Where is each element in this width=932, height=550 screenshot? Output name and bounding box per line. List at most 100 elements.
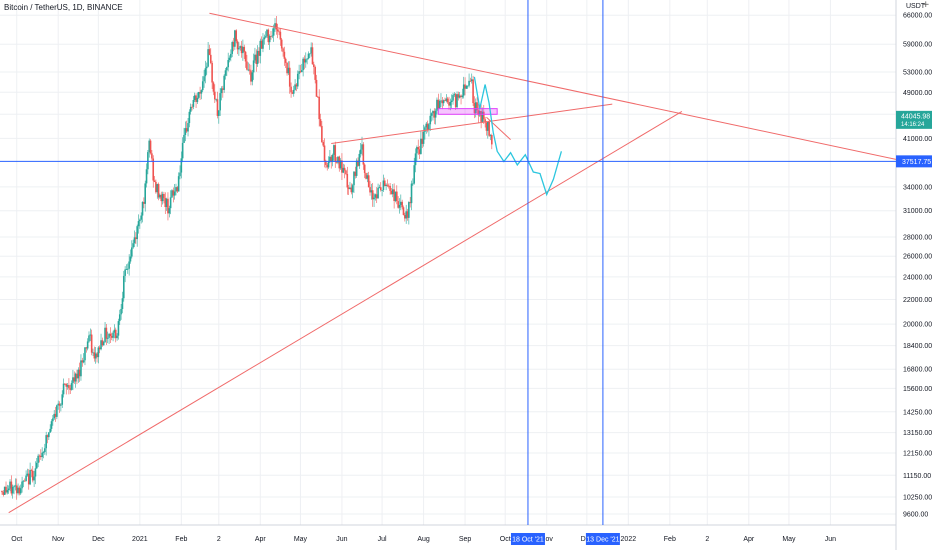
candle-body [322,142,324,146]
candle-body [211,62,213,83]
candle-body [448,102,450,106]
candle-body [258,50,260,56]
candle-body [208,49,211,55]
candle-body [361,144,363,150]
candle-body [168,208,171,214]
candle-body [232,42,235,47]
candle-body [314,67,316,80]
candle-body [53,413,55,419]
candle-body [378,187,381,189]
candle-body [389,185,391,191]
candle-body [327,161,330,168]
candle-body [474,102,477,114]
candle-body [341,160,343,173]
candle-body [1,490,3,493]
candle-body [469,80,472,82]
candle-body [255,54,258,64]
candle-body [478,111,481,116]
candle-body [113,329,116,333]
candle-body [69,388,72,390]
y-tick-label: 20000.00 [903,322,932,329]
candle-body [153,180,156,182]
candle-body [262,39,264,49]
candle-body [480,111,482,122]
candle-body [270,35,272,37]
candle-body [200,90,203,94]
candle-body [187,123,189,132]
candle-body [74,373,77,382]
candle-body [481,111,484,122]
candle-body [118,314,121,322]
candle-body [70,383,73,390]
candle-body [127,268,129,270]
last-price-label: 44045.98 [901,113,930,120]
candle-body [452,95,454,101]
candle-body [387,185,390,187]
candle-body [271,35,274,37]
candle-body [224,70,227,76]
last-price-box [896,110,932,129]
candle-body [465,86,468,89]
candle-body [62,383,65,395]
candle-body [109,333,112,337]
trendline [8,111,683,514]
candle-body [375,194,378,199]
y-tick-label: 66000.00 [903,13,932,20]
candle-body [456,94,458,108]
candle-body [404,214,406,219]
candle-body [34,468,37,477]
candle-body [180,158,183,173]
candle-body [222,88,224,90]
candle-body [409,202,411,204]
candle-body [371,190,374,200]
candle-body [136,226,138,240]
candle-body [193,95,196,101]
candle-body [355,160,358,176]
candle-body [212,82,215,92]
candle-body [470,79,473,81]
candle-body [72,377,74,384]
candle-body [14,485,17,487]
candle-body [82,360,85,363]
candle-body [279,31,282,40]
candle-body [128,261,130,269]
candle-body [181,142,184,159]
candle-body [42,451,45,453]
candle-body [137,221,140,227]
plus-icon[interactable]: + [922,0,930,10]
candle-body [339,160,342,169]
candle-body [310,47,312,54]
trendline [209,12,897,160]
candle-body [272,28,275,36]
candle-body [167,198,169,214]
candle-body [353,171,355,186]
candle-body [148,140,151,153]
candle-body [116,335,118,339]
candle-body [228,57,231,61]
x-tick-label: 2 [217,536,221,543]
candle-body [156,184,159,193]
candle-body [437,99,440,109]
candle-body [414,153,417,166]
y-tick-label: 15600.00 [903,386,932,393]
candle-body [282,48,284,52]
candle-body [169,197,172,209]
candle-body [145,169,148,184]
candle-body [151,153,153,159]
y-tick-label: 14250.00 [903,409,932,416]
candle-body [391,189,394,195]
candle-body [321,125,323,143]
candle-body [172,190,175,196]
candle-body [88,335,90,342]
trendline [331,103,613,144]
candle-body [37,455,39,463]
candle-body [204,68,207,77]
candle-body [345,170,347,174]
candle-body [147,152,149,170]
candle-body [84,347,86,361]
candle-body [393,189,395,202]
candle-body [61,394,64,405]
candle-body [33,476,35,481]
candle-body [436,99,438,111]
